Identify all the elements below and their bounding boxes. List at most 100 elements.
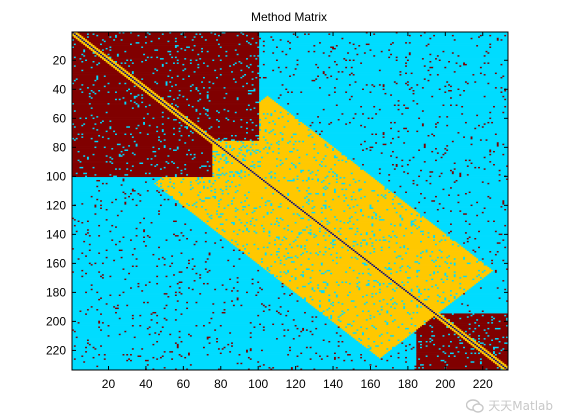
- heatmap-cell-run: [369, 117, 372, 120]
- heatmap-cell-run: [143, 78, 183, 81]
- heatmap-cell-run: [504, 98, 507, 101]
- heatmap-cell-run: [298, 245, 301, 248]
- heatmap-cell-run: [343, 194, 346, 197]
- heatmap-cell-run: [328, 235, 331, 237]
- heatmap-cell-run: [86, 175, 114, 178]
- heatmap-cell-run: [373, 84, 380, 87]
- heatmap-cell-run: [236, 281, 239, 284]
- heatmap-cell-run: [502, 239, 505, 242]
- heatmap-cell-run: [72, 105, 138, 108]
- heatmap-cell-run: [435, 200, 503, 203]
- heatmap-cell-run: [390, 235, 395, 237]
- heatmap-cell-run: [144, 236, 150, 239]
- heatmap-cell-run: [440, 203, 503, 205]
- heatmap-cell-run: [131, 72, 135, 75]
- heatmap-cell-run: [120, 150, 123, 153]
- heatmap-cell-run: [139, 193, 168, 195]
- heatmap-cell-run: [202, 50, 208, 53]
- heatmap-cell-run: [212, 171, 230, 174]
- heatmap-cell-run: [358, 190, 361, 192]
- heatmap-cell-run: [167, 193, 181, 195]
- heatmap-cell-run: [313, 217, 325, 220]
- heatmap-cell-run: [236, 158, 243, 161]
- heatmap-cell-run: [88, 156, 110, 159]
- heatmap-cell-run: [72, 152, 133, 155]
- heatmap-cell-run: [188, 153, 191, 156]
- heatmap-cell-run: [270, 132, 281, 134]
- heatmap-cell-run: [72, 66, 92, 69]
- heatmap-cell-run: [444, 91, 447, 94]
- heatmap-cell-run: [429, 43, 490, 46]
- heatmap-cell-run: [264, 246, 267, 249]
- heatmap-cell-run: [322, 262, 337, 265]
- heatmap-cell-run: [472, 137, 509, 140]
- heatmap-cell-run: [217, 39, 260, 42]
- heatmap-cell-run: [416, 207, 443, 210]
- heatmap-cell-run: [436, 271, 440, 274]
- heatmap-cell-run: [148, 113, 174, 116]
- heatmap-cell-run: [455, 262, 468, 265]
- heatmap-cell-run: [98, 50, 103, 53]
- heatmap-cell-run: [390, 262, 395, 265]
- heatmap-cell-run: [79, 166, 84, 169]
- heatmap-cell-run: [343, 71, 400, 73]
- heatmap-cell-run: [298, 162, 301, 165]
- heatmap-cell-run: [94, 55, 97, 58]
- heatmap-cell-run: [466, 232, 509, 234]
- heatmap-cell-run: [285, 53, 288, 56]
- heatmap-cell-run: [388, 235, 391, 237]
- heatmap-cell-run: [481, 271, 485, 274]
- heatmap-cell-run: [184, 223, 187, 226]
- heatmap-cell-run: [285, 126, 309, 129]
- heatmap-cell-run: [354, 162, 455, 165]
- heatmap-cell-run: [176, 50, 180, 53]
- heatmap-cell-run: [444, 104, 451, 107]
- heatmap-cell-run: [240, 177, 243, 179]
- heatmap-cell-run: [163, 258, 166, 261]
- heatmap-cell-run: [421, 124, 425, 127]
- heatmap-cell-run: [425, 251, 428, 253]
- heatmap-cell-run: [135, 204, 138, 207]
- heatmap-cell-run: [167, 108, 172, 111]
- heatmap-cell-run: [287, 248, 305, 250]
- heatmap-cell-run: [212, 156, 215, 159]
- heatmap-cell-run: [403, 159, 410, 162]
- heatmap-cell-run: [393, 191, 397, 194]
- heatmap-cell-run: [350, 42, 393, 44]
- heatmap-cell-run: [367, 148, 436, 150]
- heatmap-cell-run: [158, 136, 161, 139]
- heatmap-cell-run: [103, 85, 107, 88]
- heatmap-cell-run: [356, 277, 359, 279]
- heatmap-cell-run: [358, 230, 372, 233]
- heatmap-cell-run: [461, 282, 477, 285]
- heatmap-cell-run: [468, 191, 471, 194]
- heatmap-cell-run: [262, 113, 266, 116]
- heatmap-cell-run: [420, 193, 423, 195]
- heatmap-cell-run: [429, 74, 432, 76]
- heatmap-cell-run: [356, 81, 395, 84]
- heatmap-cell-run: [388, 267, 391, 269]
- heatmap-cell-run: [227, 185, 230, 188]
- heatmap-cell-run: [259, 123, 262, 126]
- heatmap-cell-run: [391, 127, 404, 130]
- heatmap-cell-run: [234, 222, 241, 224]
- heatmap-cell-run: [216, 159, 224, 162]
- heatmap-cell-run: [285, 227, 320, 230]
- heatmap-cell-run: [163, 33, 181, 36]
- heatmap-cell-run: [302, 271, 305, 274]
- heatmap-cell-run: [483, 264, 509, 266]
- heatmap-cell-run: [483, 262, 492, 265]
- heatmap-cell-run: [461, 113, 464, 116]
- heatmap-cell-run: [470, 159, 509, 162]
- heatmap-cell-run: [75, 172, 78, 175]
- heatmap-cell-run: [225, 188, 228, 191]
- heatmap-cell-run: [88, 243, 92, 246]
- heatmap-cell-run: [414, 219, 417, 221]
- heatmap-cell-run: [272, 211, 305, 214]
- heatmap-cell-run: [169, 285, 172, 288]
- heatmap-cell-run: [178, 117, 183, 120]
- heatmap-cell-run: [236, 210, 254, 213]
- heatmap-cell-run: [322, 130, 398, 133]
- heatmap-cell-run: [186, 203, 189, 205]
- heatmap-cell-run: [405, 171, 430, 174]
